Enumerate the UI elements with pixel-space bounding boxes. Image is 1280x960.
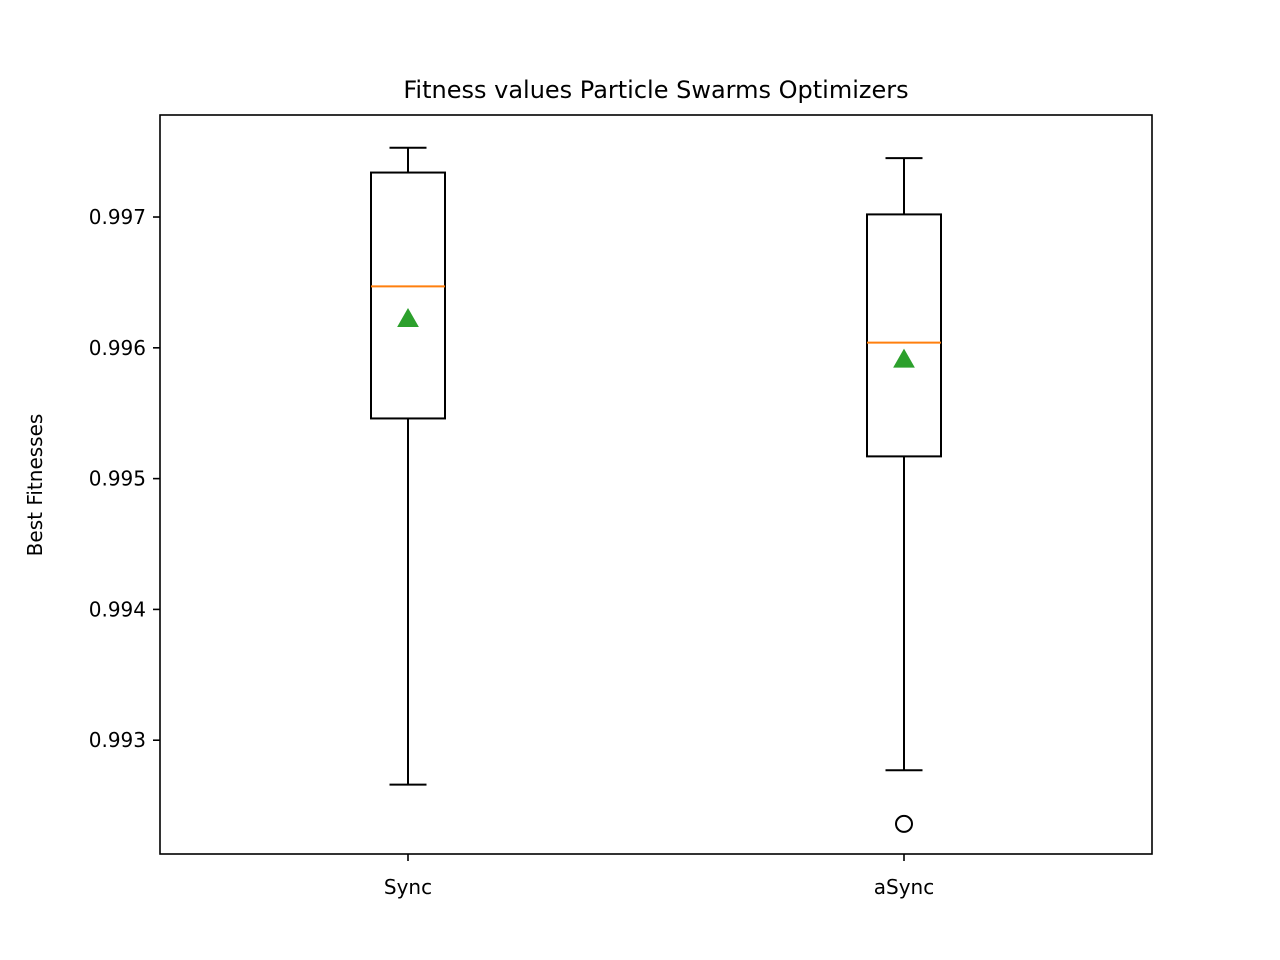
y-axis-ticks: 0.993 0.994 0.995 0.996 0.997 [89,205,160,752]
outlier-point [895,814,913,833]
box-iqr [866,213,942,458]
box-iqr [370,171,446,420]
y-tick-label: 0.997 [89,205,146,229]
y-tick-label: 0.995 [89,467,146,491]
y-tick-label: 0.993 [89,728,146,752]
mean-marker [893,348,915,368]
plot-frame [159,114,1153,855]
x-axis-ticks: Sync aSync [384,854,934,899]
x-tick-label: Sync [384,875,432,899]
y-tick-label: 0.994 [89,597,146,621]
chart-title: Fitness values Particle Swarms Optimizer… [403,76,908,104]
x-tick-label: aSync [874,875,934,899]
y-tick-label: 0.996 [89,336,146,360]
mean-marker [397,308,419,328]
y-axis-label: Best Fitnesses [23,414,47,557]
box-series [370,146,942,833]
